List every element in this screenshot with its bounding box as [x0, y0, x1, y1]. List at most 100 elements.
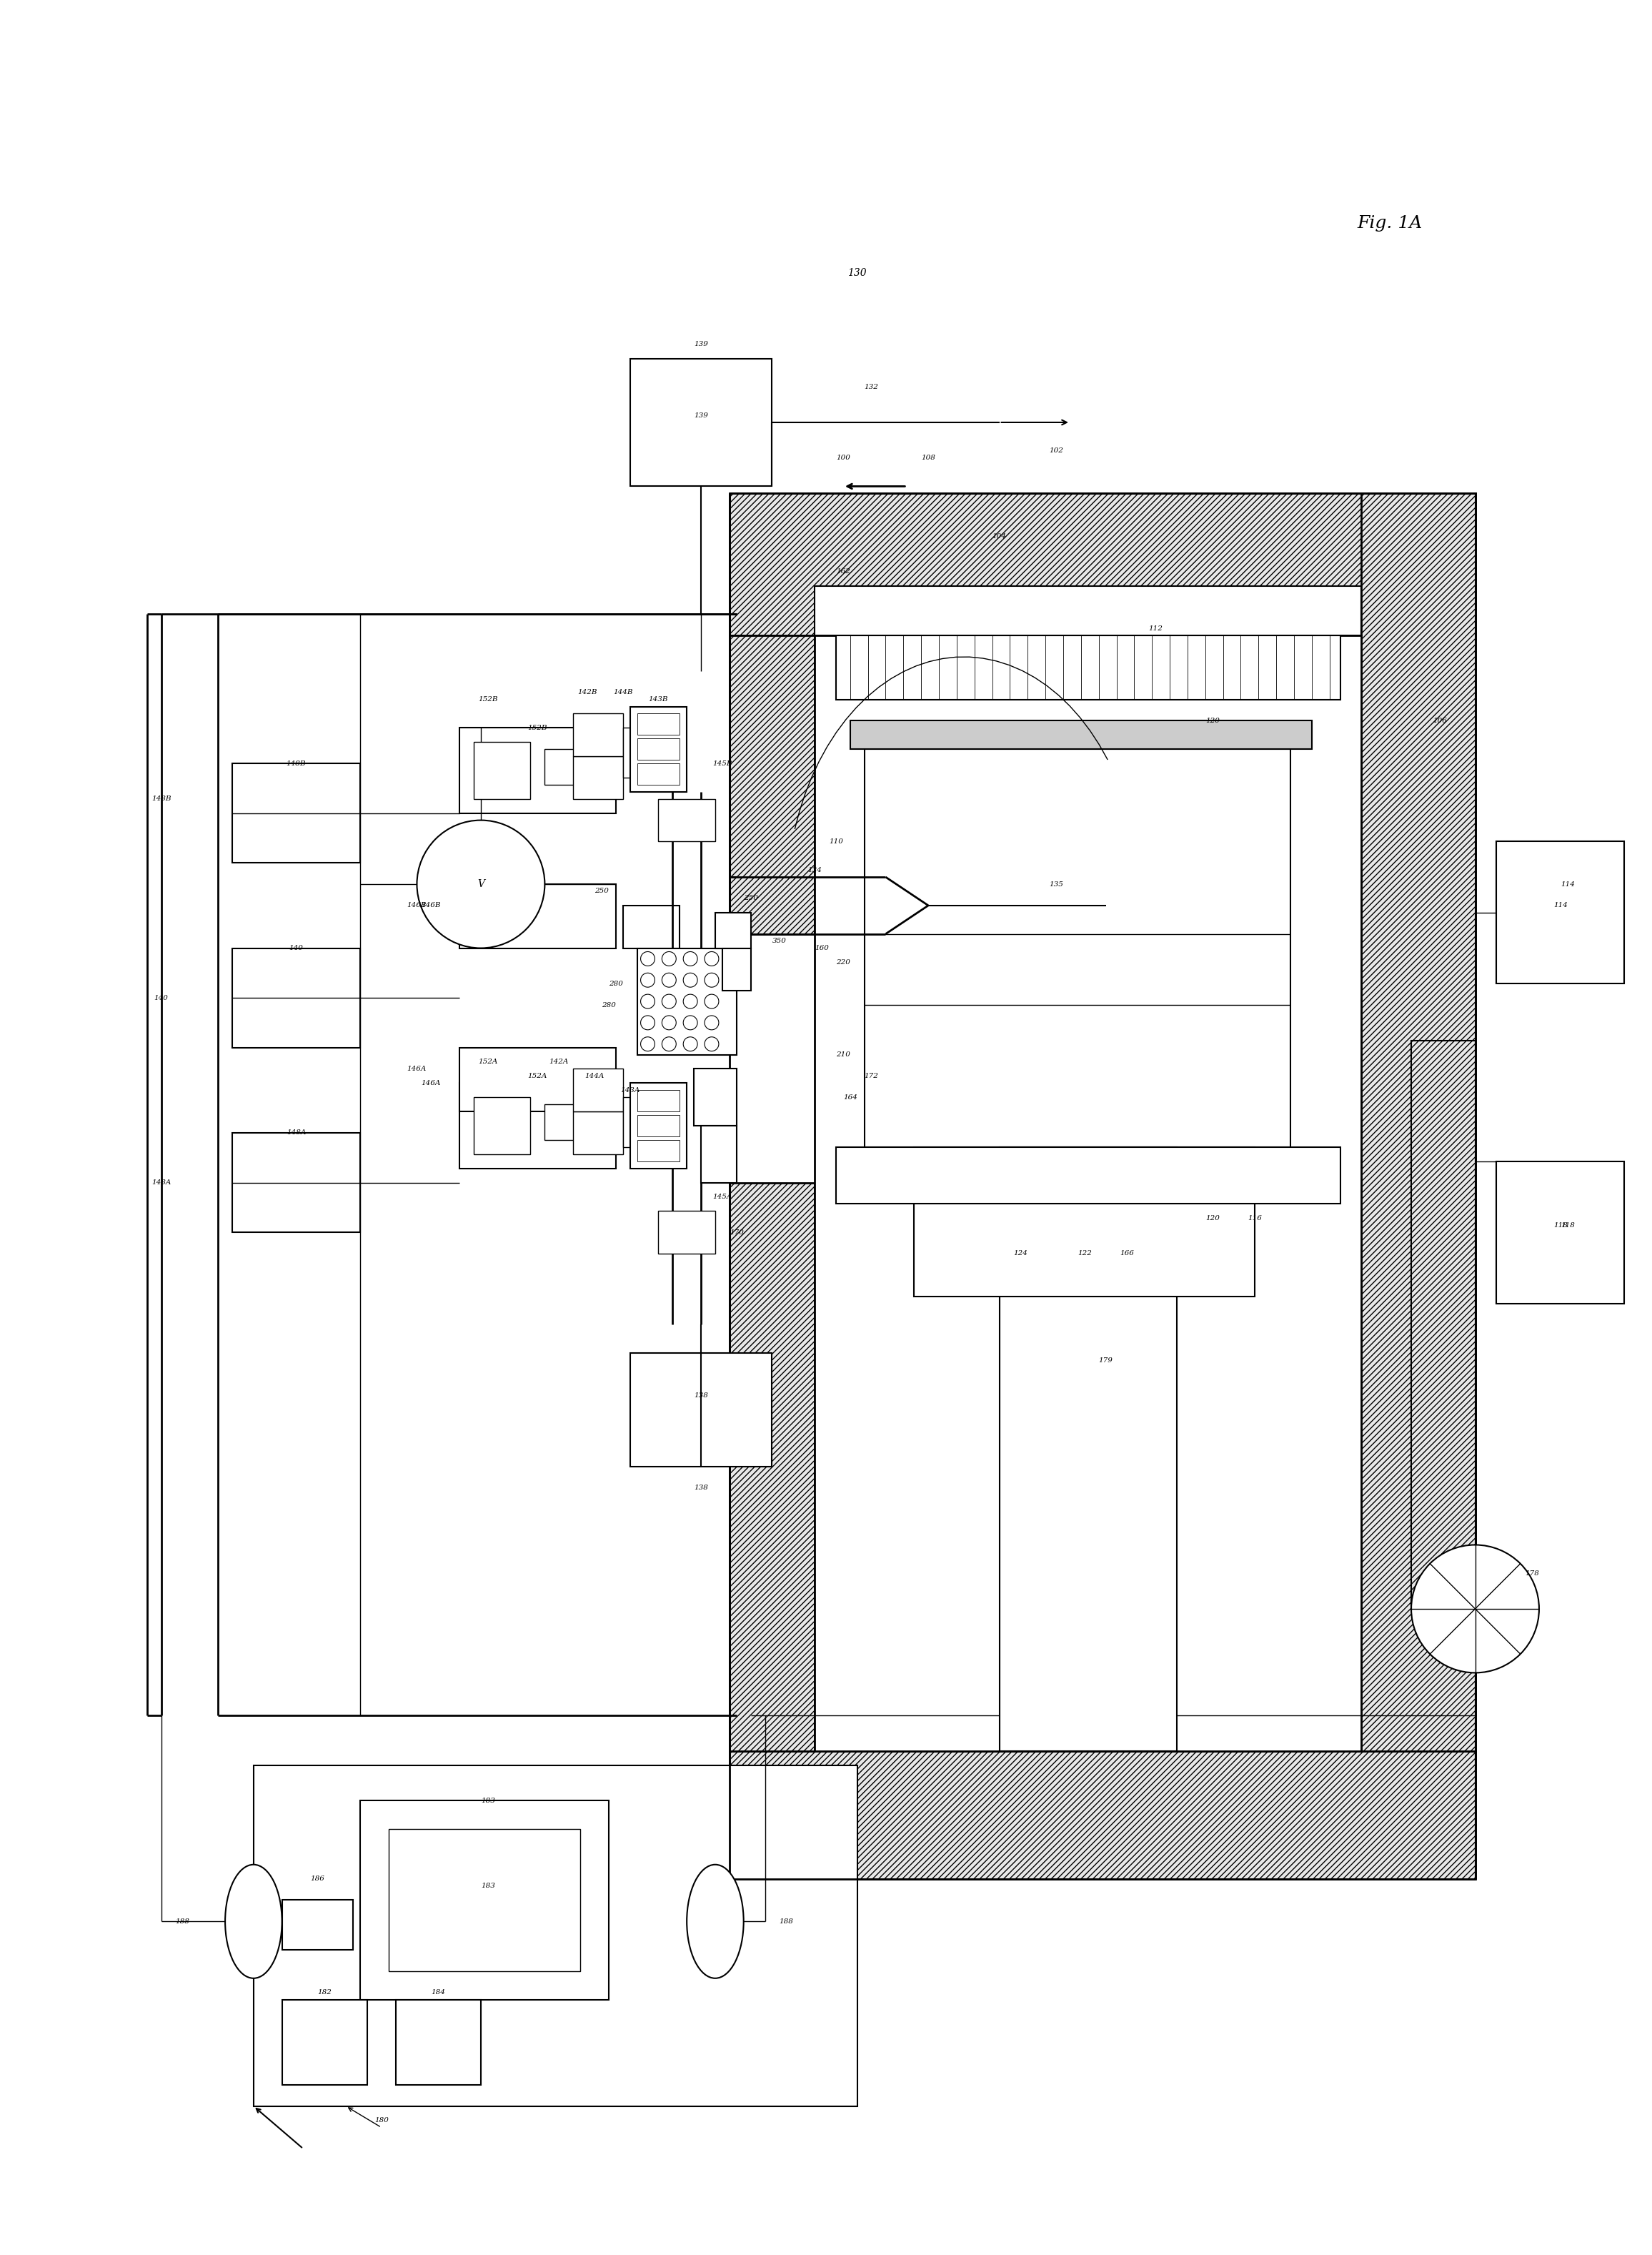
Text: 140: 140 [154, 994, 169, 1001]
Bar [694, 1069, 737, 1125]
Text: 120: 120 [1206, 1215, 1219, 1222]
Bar [395, 2000, 481, 2086]
Bar [623, 728, 666, 778]
Text: 146A: 146A [406, 1067, 426, 1071]
Circle shape [416, 821, 545, 947]
Bar [573, 713, 623, 755]
Bar [722, 947, 750, 990]
Text: 188: 188 [780, 1919, 793, 1924]
Circle shape [704, 1015, 719, 1031]
Bar [629, 706, 687, 792]
Bar [814, 586, 1361, 636]
Text: 280: 280 [601, 1001, 616, 1008]
Text: 122: 122 [1077, 1249, 1092, 1256]
Bar [282, 2000, 367, 2086]
Bar [1497, 1161, 1624, 1303]
Text: 145A: 145A [712, 1193, 732, 1200]
Text: 114: 114 [1553, 902, 1568, 909]
Bar [1411, 1040, 1475, 1608]
Text: V: V [477, 879, 484, 888]
Text: 350: 350 [771, 938, 786, 945]
Circle shape [662, 952, 676, 965]
Text: 143B: 143B [649, 697, 667, 704]
Ellipse shape [225, 1865, 282, 1978]
Text: 170: 170 [730, 1229, 743, 1236]
Text: 143A: 143A [620, 1087, 639, 1094]
Text: 184: 184 [431, 1989, 446, 1996]
Text: 124: 124 [1014, 1249, 1028, 1256]
Bar [851, 722, 1312, 749]
Bar [638, 713, 679, 735]
Circle shape [684, 994, 697, 1008]
Text: 183: 183 [481, 1797, 496, 1804]
Text: 134: 134 [808, 866, 821, 873]
Bar [629, 1082, 687, 1168]
Text: 172: 172 [864, 1073, 879, 1080]
Bar [233, 947, 360, 1049]
Circle shape [641, 1037, 654, 1051]
Bar [573, 1112, 623, 1155]
Text: 166: 166 [1120, 1249, 1135, 1256]
Text: 106: 106 [1432, 717, 1447, 724]
Bar [629, 359, 771, 487]
Text: 138: 138 [694, 1394, 709, 1398]
Bar [700, 1125, 737, 1182]
Text: 164: 164 [843, 1094, 857, 1100]
Bar [623, 1098, 666, 1148]
Text: 146B: 146B [406, 902, 426, 909]
Text: 152B: 152B [477, 697, 497, 704]
Text: 144A: 144A [585, 1073, 605, 1080]
Bar [814, 636, 1361, 1750]
Text: 146A: 146A [421, 1080, 441, 1087]
Text: 186: 186 [311, 1876, 324, 1883]
Bar [474, 1098, 530, 1155]
Circle shape [641, 1015, 654, 1031]
Text: 280: 280 [608, 981, 623, 988]
Bar [623, 907, 679, 947]
Bar [730, 1750, 1475, 1878]
Text: 138: 138 [694, 1484, 709, 1491]
Circle shape [662, 1037, 676, 1051]
Text: 148A: 148A [152, 1179, 172, 1186]
Text: 148B: 148B [286, 760, 306, 767]
Bar [638, 1141, 679, 1161]
Bar [638, 764, 679, 785]
Text: 180: 180 [375, 2117, 388, 2124]
Bar [836, 636, 1340, 699]
Text: 100: 100 [836, 456, 851, 460]
Text: 140: 140 [289, 945, 304, 952]
Text: 132: 132 [864, 383, 879, 390]
Text: 152A: 152A [529, 1073, 547, 1080]
Bar [629, 1353, 771, 1466]
Text: 118: 118 [1553, 1222, 1568, 1229]
Bar [638, 740, 679, 760]
Text: 130: 130 [847, 268, 867, 277]
Text: 139: 139 [694, 341, 709, 347]
Text: 250: 250 [743, 895, 758, 902]
Bar [459, 728, 616, 814]
Bar [253, 1766, 857, 2106]
Text: 120: 120 [1206, 717, 1219, 724]
Bar [638, 947, 737, 1055]
Bar [638, 1089, 679, 1112]
Circle shape [641, 952, 654, 965]
Text: 220: 220 [836, 958, 851, 965]
Bar [864, 749, 1290, 1148]
Text: 152B: 152B [529, 724, 547, 731]
Text: 142B: 142B [578, 690, 596, 695]
Bar [914, 1148, 1256, 1297]
Bar [360, 1802, 608, 2000]
Bar [836, 1148, 1340, 1204]
Bar [459, 884, 616, 947]
Bar [233, 764, 360, 864]
Text: 188: 188 [175, 1919, 190, 1924]
Text: 182: 182 [317, 1989, 332, 1996]
Text: 144B: 144B [613, 690, 633, 695]
Bar [999, 1148, 1176, 1750]
Text: 142A: 142A [548, 1058, 568, 1064]
Bar [474, 742, 530, 798]
Bar [459, 1082, 616, 1168]
Bar [730, 1182, 814, 1750]
Circle shape [662, 994, 676, 1008]
Bar [545, 749, 588, 785]
